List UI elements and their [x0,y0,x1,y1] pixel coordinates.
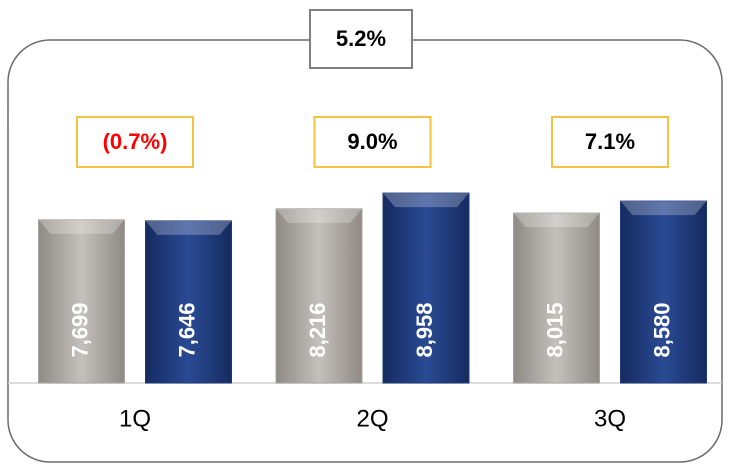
bar [620,200,707,384]
value-label: 7,699 [67,302,92,357]
value-label: 7,646 [174,302,199,357]
value-label: 8,015 [542,302,567,357]
value-label: 8,580 [649,302,674,357]
total-box [309,9,413,69]
x-tick-label: 2Q [356,405,388,432]
bar-bevel [383,193,469,208]
value-label: 8,958 [412,302,437,357]
value-label: 8,216 [305,302,330,357]
growth-label: 7.1% [585,129,635,154]
growth-box [76,116,194,168]
bar [382,192,470,384]
bar [275,208,363,384]
growth-label: 9.0% [347,129,397,154]
bar [38,219,125,384]
bar-bevel [620,201,707,216]
bar-bevel [513,213,600,228]
bar [513,212,600,384]
bar-bevel [276,208,362,223]
total-annotation: 5.2% [336,26,386,51]
bar-bevel [38,219,125,234]
growth-box [313,116,432,168]
growth-label: (0.7%) [103,129,168,154]
bar-bevel [145,220,232,235]
growth-box [551,116,669,168]
x-tick-label: 3Q [594,405,626,432]
x-tick-label: 1Q [119,405,151,432]
bar [145,220,232,384]
